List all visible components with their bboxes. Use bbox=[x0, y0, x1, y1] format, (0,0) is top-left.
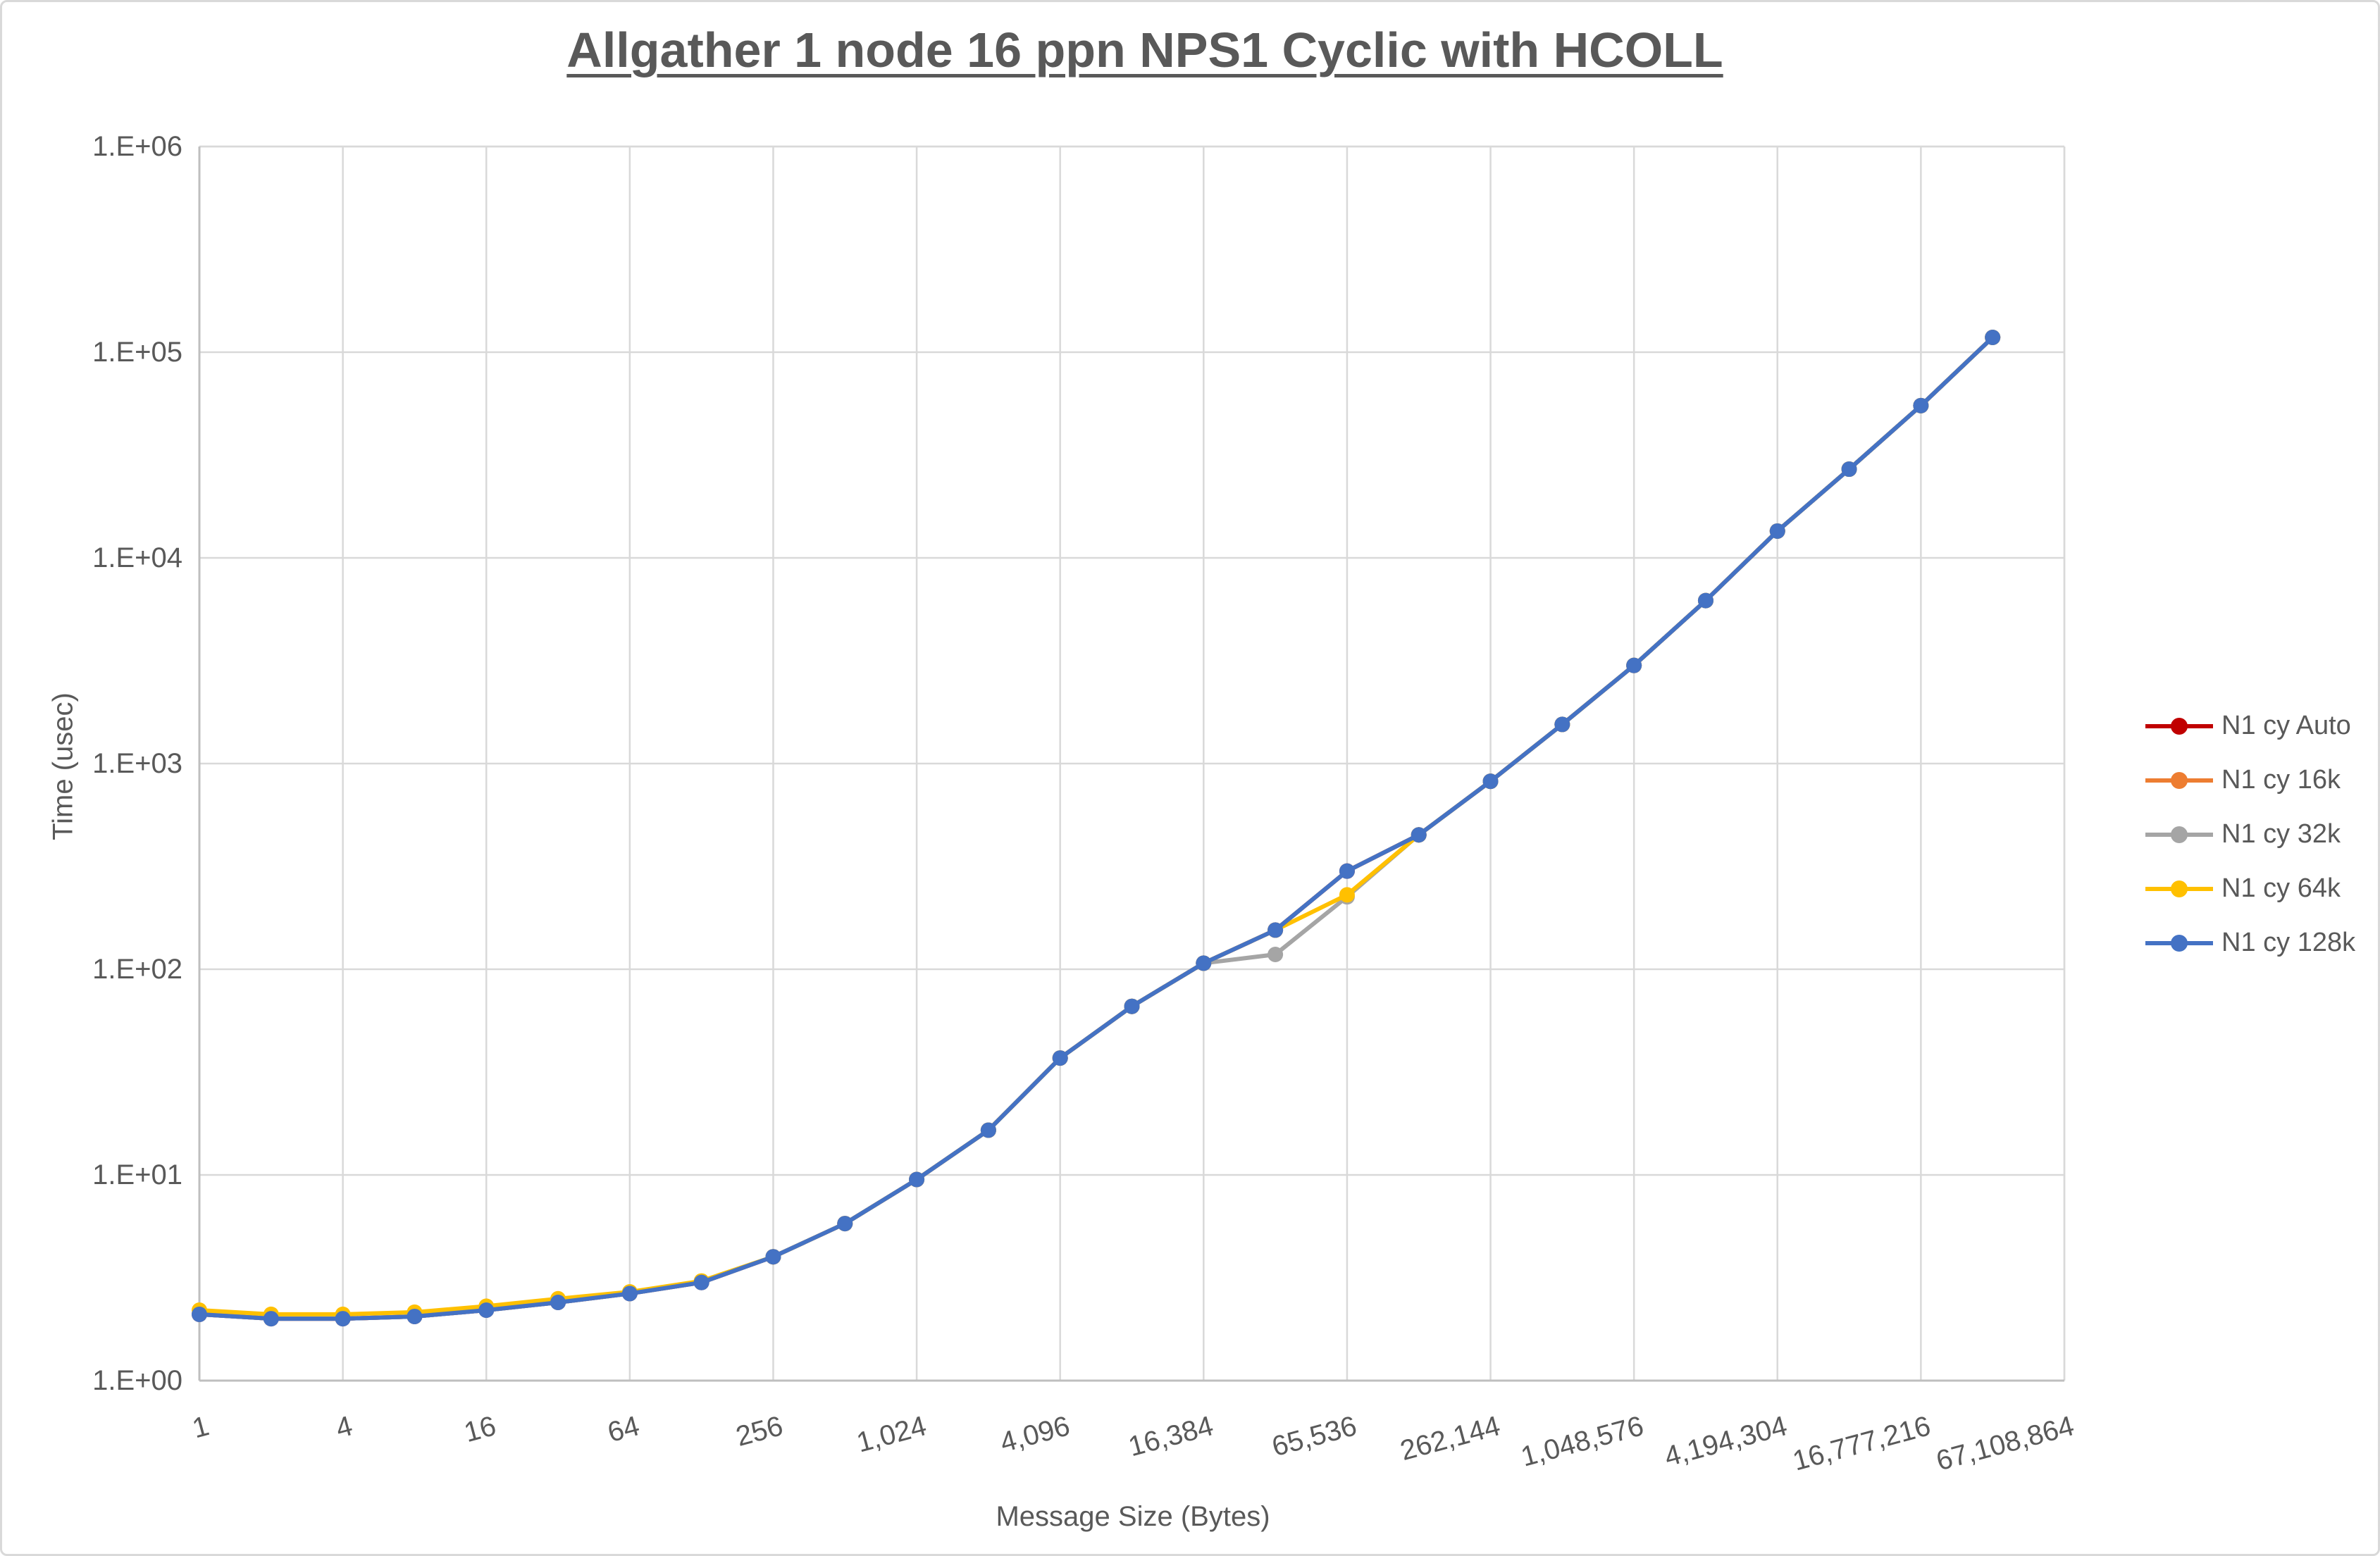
legend-marker-icon bbox=[2145, 771, 2213, 789]
y-axis-title: Time (usec) bbox=[47, 692, 79, 840]
x-tick-label: 256 bbox=[733, 1410, 786, 1452]
data-point-marker bbox=[980, 1122, 996, 1138]
data-point-marker bbox=[1482, 773, 1499, 790]
data-point-marker bbox=[1554, 716, 1570, 733]
data-point-marker bbox=[1124, 998, 1140, 1014]
data-point-marker bbox=[1985, 330, 2001, 346]
legend-marker-icon bbox=[2145, 880, 2213, 897]
legend: N1 cy Auto N1 cy 16k N1 cy 32k N1 cy 64k N1 … bbox=[2144, 699, 2355, 970]
data-point-marker bbox=[1913, 397, 1929, 413]
data-point-marker bbox=[1268, 947, 1284, 963]
data-point-marker bbox=[1841, 461, 1857, 478]
legend-item-label: N1 cy Auto bbox=[2221, 711, 2351, 740]
legend-item-N1-cy-32k: N1 cy 32k bbox=[2144, 807, 2355, 861]
data-point-marker bbox=[837, 1216, 853, 1232]
legend-item-label: N1 cy 128k bbox=[2221, 928, 2356, 957]
x-tick-label: 16 bbox=[461, 1410, 499, 1448]
data-point-marker bbox=[1339, 863, 1355, 879]
data-point-marker bbox=[407, 1308, 423, 1324]
x-tick-label: 1,024 bbox=[853, 1410, 929, 1458]
data-point-marker bbox=[909, 1171, 925, 1188]
x-tick-label: 1 bbox=[189, 1410, 212, 1444]
legend-item-N1-cy-16k: N1 cy 16k bbox=[2144, 753, 2355, 807]
data-point-marker bbox=[621, 1286, 638, 1302]
data-point-marker bbox=[1196, 955, 1212, 971]
data-point-marker bbox=[693, 1274, 709, 1290]
legend-item-N1-cy-128k: N1 cy 128k bbox=[2144, 916, 2355, 970]
legend-marker-icon bbox=[2145, 934, 2213, 952]
data-point-marker bbox=[1769, 523, 1785, 539]
data-point-marker bbox=[335, 1311, 351, 1327]
series-line-N1-cy-128k bbox=[199, 335, 1995, 1321]
data-point-marker bbox=[192, 1306, 207, 1322]
y-tick-label: 1.E+06 bbox=[92, 131, 182, 162]
series-line-N1-cy-32k bbox=[199, 335, 1995, 1321]
legend-item-label: N1 cy 64k bbox=[2221, 873, 2341, 903]
y-tick-label: 1.E+04 bbox=[92, 542, 182, 573]
series-line-N1-cy-Auto bbox=[199, 335, 1995, 1321]
data-point-marker bbox=[478, 1302, 495, 1319]
series-line-N1-cy-16k bbox=[199, 335, 1995, 1321]
data-point-marker bbox=[1339, 887, 1355, 903]
x-tick-label: 4,194,304 bbox=[1661, 1410, 1790, 1473]
y-tick-label: 1.E+01 bbox=[92, 1159, 182, 1190]
chart-title: Allgather 1 node 16 ppn NPS1 Cyclic with… bbox=[566, 23, 1723, 77]
y-tick-label: 1.E+02 bbox=[92, 954, 182, 985]
x-tick-label: 67,108,864 bbox=[1933, 1410, 2078, 1476]
x-tick-label: 65,536 bbox=[1269, 1410, 1361, 1462]
x-tick-label: 4,096 bbox=[997, 1410, 1073, 1458]
x-axis-title: Message Size (Bytes) bbox=[996, 1501, 1270, 1532]
data-point-marker bbox=[765, 1249, 781, 1265]
data-point-marker bbox=[1411, 827, 1427, 843]
series-line-N1-cy-64k bbox=[199, 335, 1995, 1317]
x-tick-label: 16,777,216 bbox=[1790, 1410, 1934, 1476]
legend-marker-icon bbox=[2145, 717, 2213, 735]
data-point-marker bbox=[1268, 922, 1284, 938]
data-point-marker bbox=[1626, 657, 1642, 673]
x-tick-label: 1,048,576 bbox=[1518, 1410, 1647, 1473]
data-point-marker bbox=[1697, 592, 1713, 609]
y-tick-label: 1.E+00 bbox=[92, 1365, 182, 1396]
data-point-marker bbox=[550, 1294, 566, 1310]
legend-item-N1-cy-64k: N1 cy 64k bbox=[2144, 861, 2355, 916]
x-tick-label: 262,144 bbox=[1397, 1410, 1504, 1467]
y-tick-label: 1.E+05 bbox=[92, 337, 182, 368]
legend-item-N1-cy-Auto: N1 cy Auto bbox=[2144, 699, 2355, 753]
legend-marker-icon bbox=[2145, 826, 2213, 843]
legend-item-label: N1 cy 32k bbox=[2221, 819, 2341, 849]
x-tick-label: 64 bbox=[605, 1410, 643, 1448]
x-tick-label: 4 bbox=[333, 1410, 356, 1444]
data-point-marker bbox=[263, 1311, 279, 1327]
data-point-marker bbox=[1052, 1050, 1068, 1066]
y-tick-label: 1.E+03 bbox=[92, 748, 182, 779]
x-tick-label: 16,384 bbox=[1125, 1410, 1217, 1462]
legend-item-label: N1 cy 16k bbox=[2221, 765, 2341, 795]
